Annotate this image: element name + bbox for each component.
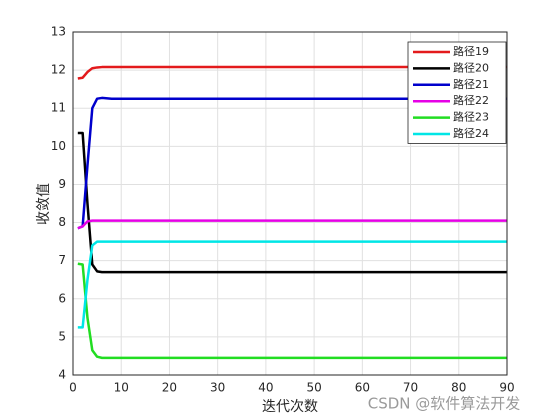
x-axis-label: 迭代次数 <box>262 399 318 415</box>
x-tick-label: 60 <box>355 381 370 395</box>
series-line <box>77 131 507 274</box>
x-tick-label: 0 <box>69 381 77 395</box>
x-tick-label: 70 <box>403 381 418 395</box>
series-line <box>77 96 507 230</box>
y-tick-label: 7 <box>58 253 66 267</box>
plot-lines <box>77 65 507 360</box>
y-tick-label: 6 <box>58 291 66 305</box>
x-tick-label: 10 <box>114 381 129 395</box>
legend-label: 路径22 <box>453 94 489 107</box>
y-tick-label: 12 <box>51 63 66 77</box>
legend-label: 路径23 <box>453 111 489 124</box>
x-tick-label: 20 <box>162 381 177 395</box>
legend: 路径19 路径20 路径21 路径22 路径23 路径24 <box>407 41 507 144</box>
series-line <box>77 262 507 360</box>
series-line <box>77 65 507 80</box>
x-tick-label: 50 <box>306 381 321 395</box>
y-tick-label: 5 <box>58 329 66 343</box>
legend-label: 路径21 <box>453 78 489 91</box>
y-tick-label: 13 <box>51 25 66 39</box>
legend-box <box>407 41 507 144</box>
x-tick-label: 90 <box>499 381 514 395</box>
legend-label: 路径20 <box>453 61 489 74</box>
x-tick-label: 40 <box>258 381 273 395</box>
legend-label: 路径19 <box>453 45 489 58</box>
y-tick-label: 10 <box>51 139 66 153</box>
watermark: CSDN @软件算法开发 <box>368 395 521 413</box>
axes-box <box>72 31 508 376</box>
y-tick-label: 11 <box>51 101 66 115</box>
series-line <box>77 219 507 230</box>
y-axis-label: 收敛值 <box>36 183 52 225</box>
x-tick-label: 30 <box>210 381 225 395</box>
y-tick-label: 8 <box>58 215 66 229</box>
series-line <box>77 240 507 329</box>
y-tick-label: 4 <box>58 368 66 382</box>
y-tick-label: 9 <box>58 177 66 191</box>
legend-label: 路径24 <box>453 127 489 140</box>
x-tick-label: 80 <box>451 381 466 395</box>
